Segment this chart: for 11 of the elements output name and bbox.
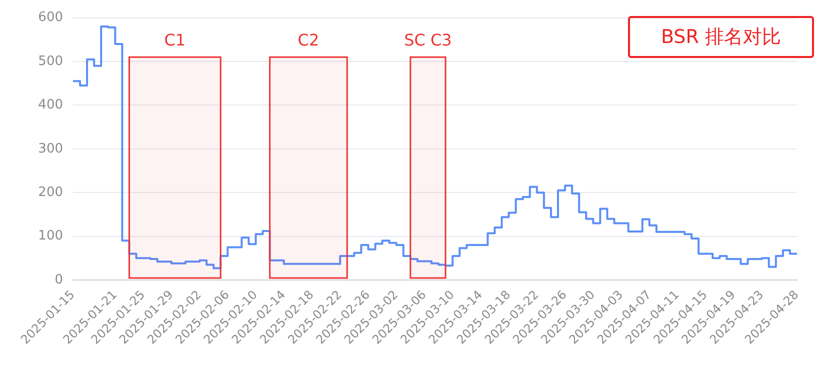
y-tick-label: 400 [38,98,63,113]
y-tick-label: 500 [38,54,63,69]
band-label: C1 [164,30,186,50]
y-tick-label: 100 [38,228,63,244]
y-tick-label: 0 [54,272,63,288]
band-label: SC C3 [404,30,452,50]
band-label: C2 [298,30,320,50]
y-tick-label: 200 [38,184,63,200]
y-tick-label: 600 [38,10,63,26]
text: BSR 排名对比 [628,16,814,58]
y-tick-label: 300 [38,141,63,156]
